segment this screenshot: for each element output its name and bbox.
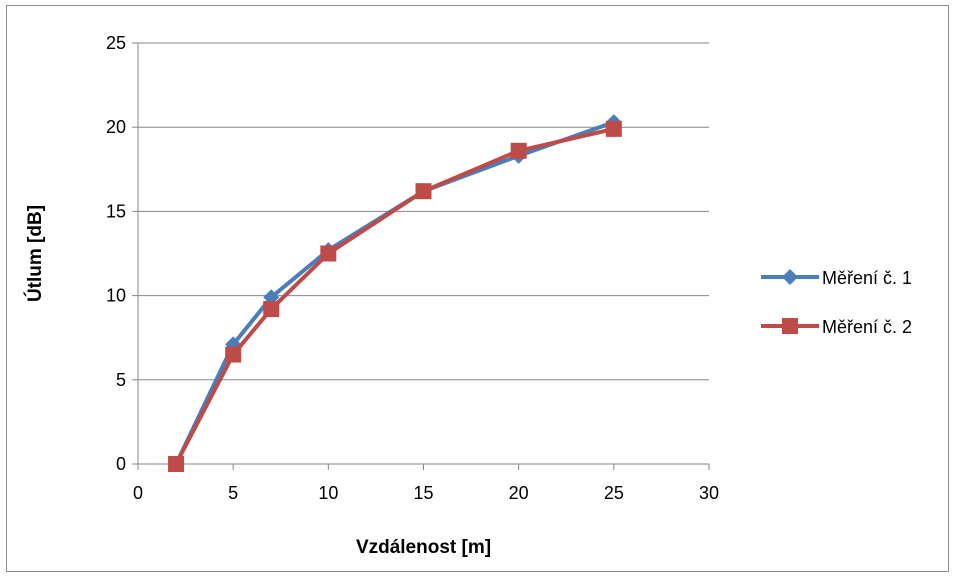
series-1 — [168, 114, 622, 472]
x-axis-title: Vzdálenost [m] — [356, 537, 491, 558]
series-1-line — [174, 120, 615, 465]
legend-marker-1 — [782, 269, 798, 285]
series-2 — [168, 120, 622, 472]
series-2-point-4 — [320, 245, 337, 262]
x-tick-label-25: 25 — [604, 483, 624, 503]
y-tick-label-25: 25 — [106, 33, 126, 53]
gridlines — [138, 42, 709, 381]
y-tick-label-10: 10 — [106, 286, 126, 306]
legend-swatch-2 — [761, 318, 819, 334]
y-tick-label-5: 5 — [116, 370, 126, 390]
x-tick-label-0: 0 — [133, 483, 143, 503]
legend-label-2: Měření č. 2 — [822, 317, 912, 337]
series-2-point-3 — [263, 301, 280, 318]
series-2-point-6 — [510, 142, 527, 159]
series-2-point-5 — [415, 183, 432, 200]
legend-item-2: Měření č. 2 — [761, 317, 912, 337]
x-tick-label-15: 15 — [413, 483, 433, 503]
series-2-line — [174, 126, 615, 465]
series-2-point-7 — [605, 120, 622, 137]
x-tick-label-10: 10 — [318, 483, 338, 503]
chart-area — [6, 5, 949, 572]
x-axis-tick-labels: 0 5 10 15 20 25 30 — [133, 483, 719, 503]
y-tick-label-20: 20 — [106, 117, 126, 137]
legend-label-1: Měření č. 1 — [822, 268, 912, 288]
legend-marker-2 — [782, 318, 798, 334]
y-axis-title: Útlum [dB] — [24, 205, 46, 302]
legend-item-1: Měření č. 1 — [761, 268, 912, 288]
series-2-point-2 — [225, 346, 242, 363]
y-axis-tick-labels: 0 5 10 15 20 25 — [106, 33, 126, 474]
x-tick-label-30: 30 — [699, 483, 719, 503]
x-tick-label-5: 5 — [228, 483, 238, 503]
x-tick-label-20: 20 — [509, 483, 529, 503]
axes — [132, 42, 710, 470]
y-tick-label-15: 15 — [106, 201, 126, 221]
legend: Měření č. 1 Měření č. 2 — [761, 268, 912, 337]
data-series — [168, 114, 622, 472]
series-2-point-1 — [168, 456, 185, 472]
legend-swatch-1 — [761, 269, 819, 285]
y-tick-label-0: 0 — [116, 454, 126, 474]
